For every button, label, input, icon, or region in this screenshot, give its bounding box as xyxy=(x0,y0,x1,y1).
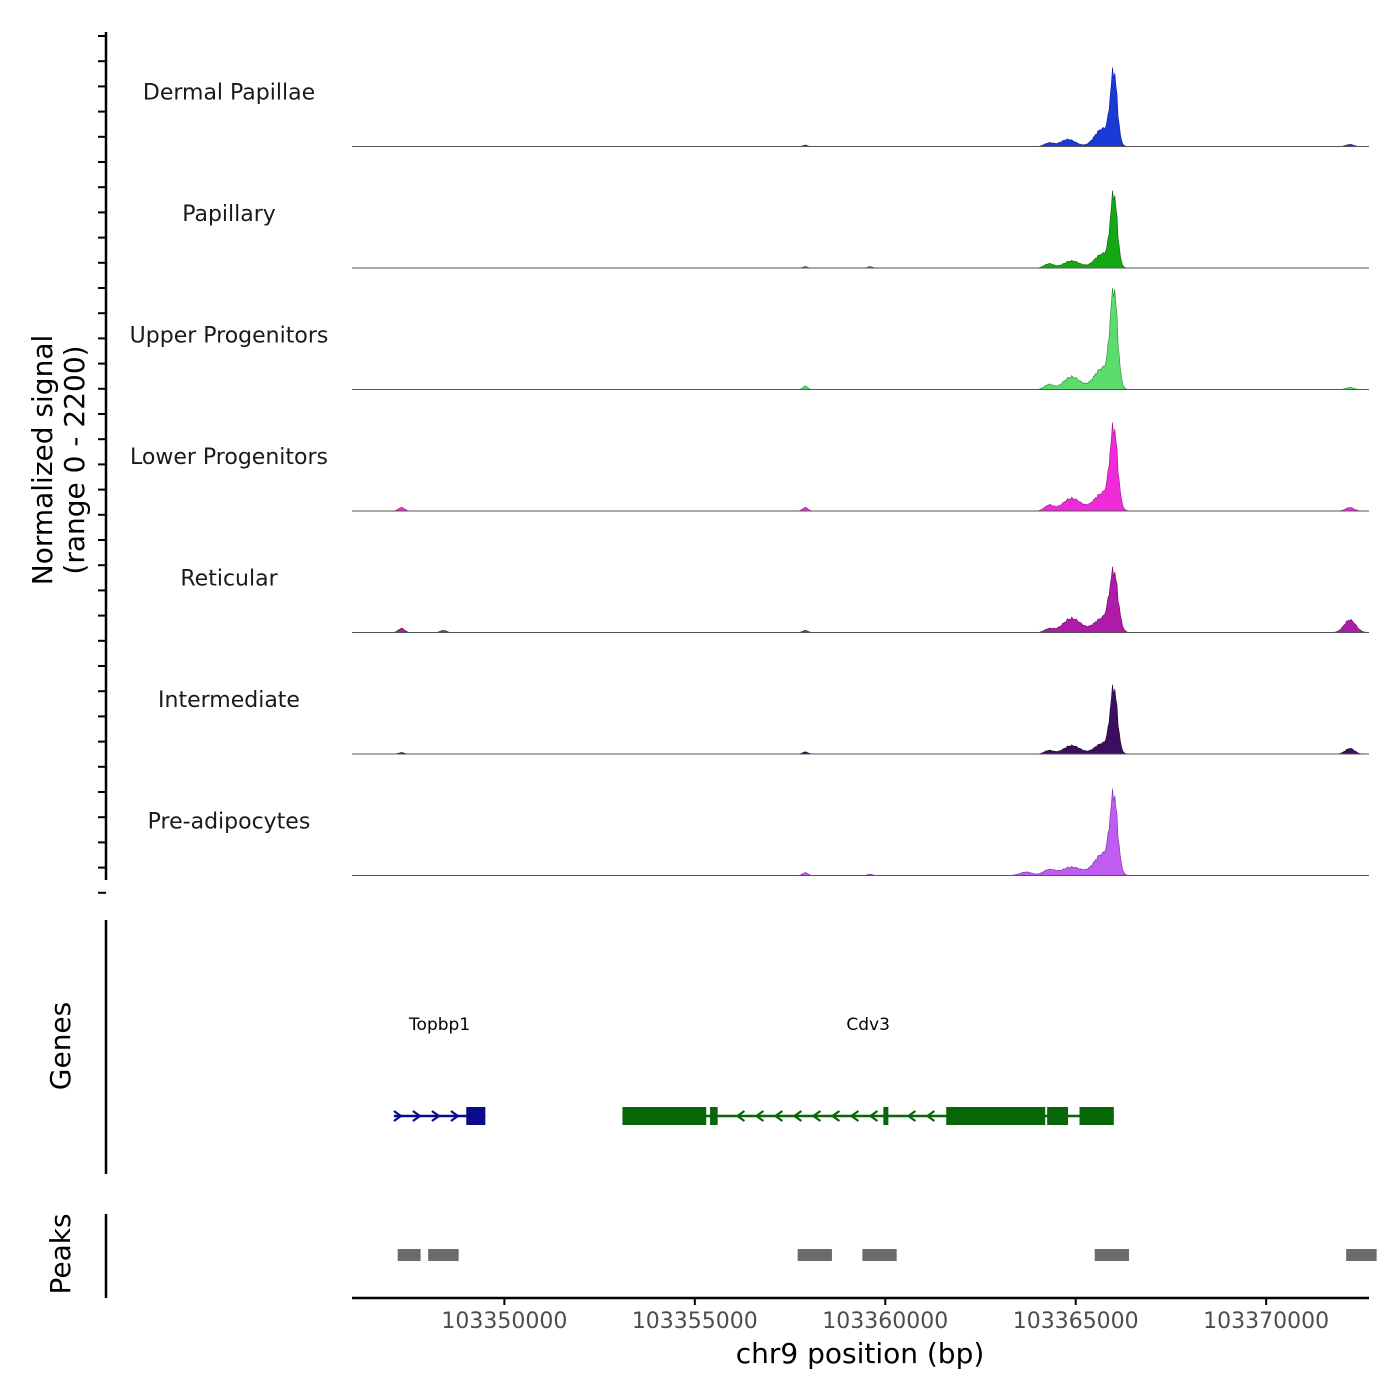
track-label: Upper Progenitors xyxy=(130,324,329,349)
x-axis-title: chr9 position (bp) xyxy=(736,1337,985,1370)
track-dermal-papillae: Dermal Papillae xyxy=(143,67,1369,147)
track-signal-area xyxy=(352,422,1369,512)
track-reticular: Reticular xyxy=(180,566,1370,633)
genes-track-label: Genes xyxy=(44,1002,77,1090)
peak-region xyxy=(1094,1249,1130,1261)
y-axis-title: Normalized signal (range 0 - 2200) xyxy=(26,335,91,586)
peaks-track-label: Peaks xyxy=(44,1213,77,1294)
gene-exon xyxy=(710,1107,718,1125)
track-signal-area xyxy=(352,190,1369,269)
signal-y-axis-ticks xyxy=(98,35,106,894)
y-axis-title-line2: (range 0 - 2200) xyxy=(58,345,91,574)
strand-chevron-icon xyxy=(393,1110,403,1122)
track-label: Dermal Papillae xyxy=(143,81,315,106)
gene-exon xyxy=(466,1107,486,1125)
peak-region xyxy=(1346,1249,1377,1261)
gene-cdv3: Cdv3 xyxy=(622,1015,1114,1125)
gene-label: Cdv3 xyxy=(846,1015,890,1035)
track-signal-area xyxy=(352,67,1369,147)
track-signal-area xyxy=(352,287,1369,390)
track-label: Reticular xyxy=(180,567,278,592)
strand-chevron-icon xyxy=(849,1110,860,1122)
track-lower-progenitors: Lower Progenitors xyxy=(130,422,1369,512)
gene-label: Topbp1 xyxy=(408,1015,470,1035)
track-signal-area xyxy=(352,566,1370,633)
track-signal-area xyxy=(352,788,1369,876)
peak-region xyxy=(862,1249,897,1261)
y-axis-title-line1: Normalized signal xyxy=(26,335,59,586)
coverage-tracks: Dermal Papillae Papillary Upper Progenitor… xyxy=(130,67,1370,876)
strand-chevron-icon xyxy=(735,1110,746,1122)
genes-track-title: Genes xyxy=(44,1002,77,1090)
gene-exon xyxy=(883,1107,889,1125)
x-tick-label: 103355000 xyxy=(632,1309,758,1334)
strand-chevron-icon xyxy=(830,1110,841,1122)
x-tick-label: 103365000 xyxy=(1013,1309,1139,1334)
strand-chevron-icon xyxy=(906,1110,917,1122)
peaks-track-title: Peaks xyxy=(44,1213,77,1294)
genes-track: Topbp1 Cdv3 xyxy=(393,1015,1114,1125)
peak-region xyxy=(428,1249,459,1261)
track-label: Intermediate xyxy=(158,688,300,713)
x-tick-label: 103370000 xyxy=(1203,1309,1329,1334)
gene-exon xyxy=(1047,1107,1069,1125)
x-tick-label: 103360000 xyxy=(822,1309,948,1334)
x-axis-ticks: 103350000 103355000 103360000 103365000 1033… xyxy=(441,1298,1329,1334)
x-tick-label: 103350000 xyxy=(441,1309,567,1334)
strand-chevron-icon xyxy=(754,1110,765,1122)
strand-chevron-icon xyxy=(925,1110,936,1122)
gene-exon xyxy=(946,1107,1046,1125)
gene-topbp1: Topbp1 xyxy=(393,1015,486,1125)
strand-chevron-icon xyxy=(868,1110,879,1122)
track-intermediate: Intermediate xyxy=(158,684,1369,755)
strand-chevron-icon xyxy=(450,1110,460,1122)
track-signal-area xyxy=(352,684,1369,755)
peak-region xyxy=(797,1249,832,1261)
strand-chevron-icon xyxy=(792,1110,803,1122)
strand-chevron-icon xyxy=(412,1110,422,1122)
strand-chevron-icon xyxy=(811,1110,822,1122)
track-upper-progenitors: Upper Progenitors xyxy=(130,287,1369,390)
strand-chevron-icon xyxy=(431,1110,441,1122)
track-papillary: Papillary xyxy=(182,190,1369,269)
peaks-track xyxy=(397,1249,1377,1261)
track-pre-adipocytes: Pre-adipocytes xyxy=(148,788,1369,876)
gene-exon xyxy=(622,1107,707,1125)
strand-chevron-icon xyxy=(773,1110,784,1122)
track-label: Papillary xyxy=(182,202,276,227)
track-label: Pre-adipocytes xyxy=(148,810,311,835)
track-label: Lower Progenitors xyxy=(130,445,328,470)
gene-exon xyxy=(1079,1107,1114,1125)
peak-region xyxy=(397,1249,421,1261)
